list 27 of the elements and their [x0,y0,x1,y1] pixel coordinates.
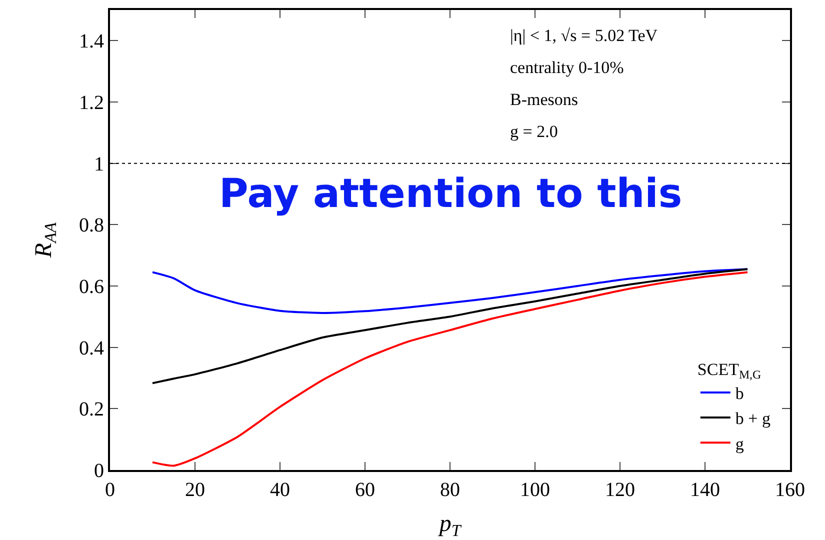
legend-label: g [735,434,744,454]
legend-label: b [735,384,744,404]
y-tick-label: 0.6 [79,276,104,298]
annotation: Pay attention to this [219,171,682,217]
legend-label: b + g [735,409,771,428]
x-tick-label: 140 [690,479,720,501]
x-tick-label: 80 [440,479,460,501]
annotation: g = 2.0 [510,122,558,141]
annotation: centrality 0-10% [510,58,624,77]
y-tick-label: 1 [94,153,104,176]
x-tick-label: 100 [520,479,550,501]
y-tick-label: 1.2 [79,92,104,114]
y-tick-label: 0.2 [79,398,104,421]
line-series [152,268,748,314]
annotation: |η| < 1, √s = 5.02 TeV [510,26,658,45]
x-tick-label: 60 [355,479,375,501]
x-tick-label: 20 [185,479,205,501]
annotation: B-mesons [510,90,578,109]
legend-title: SCET$_{M,G}$ [697,360,762,382]
y-tick-label: 0.4 [79,337,104,360]
y-tick-label: 0.8 [79,214,104,237]
x-tick-label: 40 [270,479,290,501]
x-tick-label: 160 [775,479,805,501]
y-tick-label: 0 [94,460,104,482]
x-axis-title: p$_{T}$ [437,510,462,540]
y-tick-label: 1.4 [79,30,104,53]
x-tick-label: 120 [605,479,635,501]
